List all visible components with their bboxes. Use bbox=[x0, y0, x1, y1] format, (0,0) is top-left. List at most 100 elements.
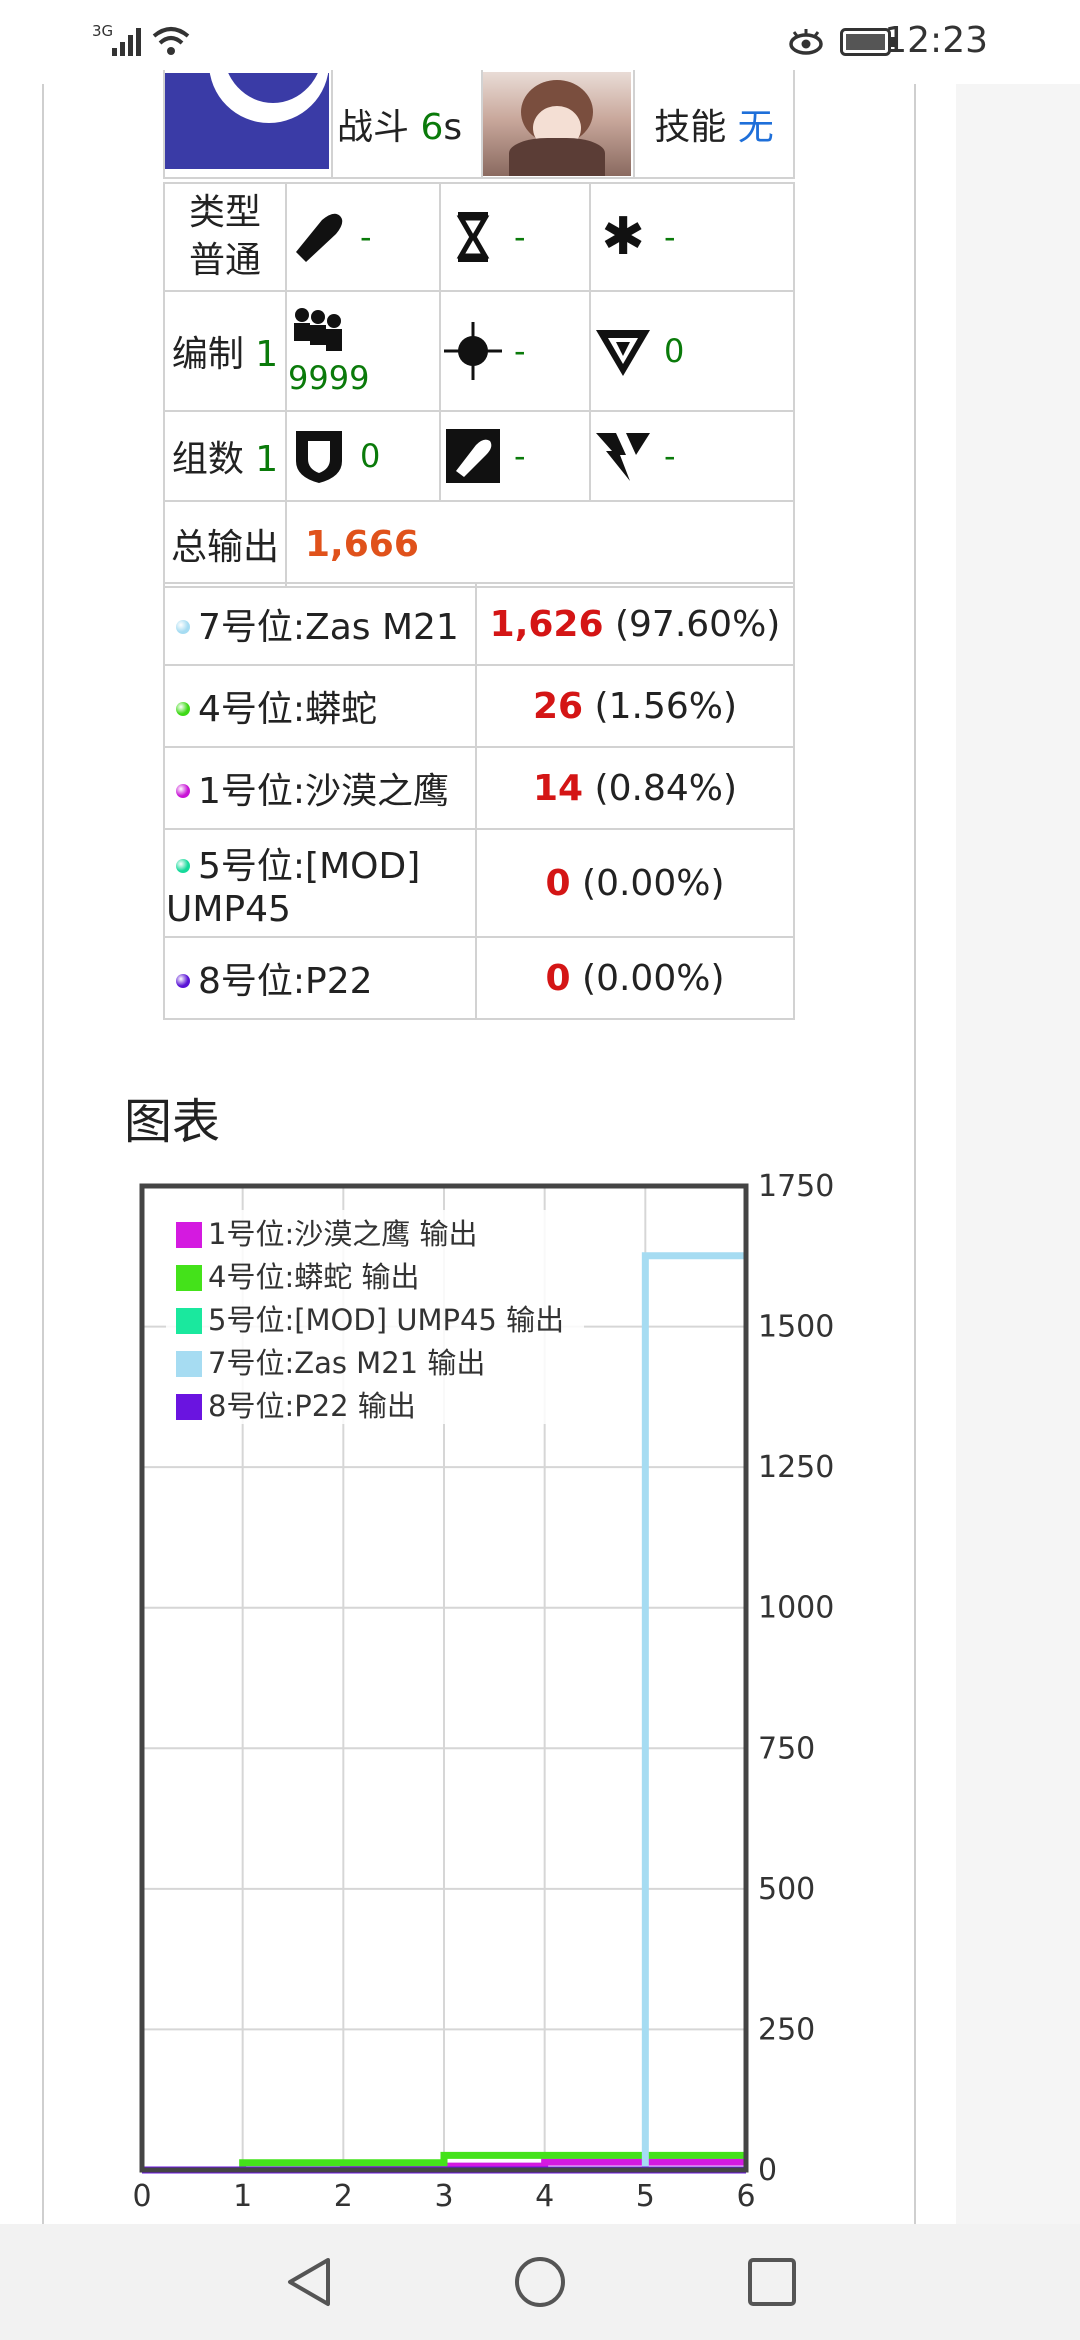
ranking-value: 0 bbox=[545, 862, 571, 904]
stat-cell: - bbox=[285, 182, 441, 292]
legend-swatch bbox=[176, 1394, 202, 1420]
ranking-label-cell: 4号位:蟒蛇 bbox=[163, 664, 477, 748]
battle-time: 战斗 6s bbox=[331, 70, 483, 179]
character-portrait bbox=[483, 71, 631, 176]
dodge-icon bbox=[592, 320, 654, 382]
x-tick-label: 6 bbox=[736, 2179, 755, 2210]
page-gutter bbox=[956, 84, 1080, 2224]
total-output-value: 1,666 bbox=[285, 500, 795, 588]
ranking-row: 7号位:Zas M21 1,626 (97.60%) bbox=[163, 582, 795, 666]
hourglass-icon bbox=[442, 206, 504, 268]
ranking-value-cell: 0 (0.00%) bbox=[475, 828, 795, 938]
legend-label: 5号位:[MOD] UMP45 输出 bbox=[208, 1303, 564, 1337]
legend-swatch bbox=[176, 1222, 202, 1248]
y-tick-label: 1500 bbox=[758, 1310, 834, 1345]
page-border-left bbox=[42, 84, 44, 2224]
page-border-right bbox=[914, 84, 916, 2224]
stat-cell: - bbox=[439, 410, 591, 502]
enemy-portrait bbox=[165, 72, 329, 169]
x-tick-label: 0 bbox=[132, 2179, 151, 2210]
x-tick-label: 5 bbox=[636, 2179, 655, 2210]
ranking-row: 1号位:沙漠之鹰 14 (0.84%) bbox=[163, 746, 795, 830]
y-tick-label: 750 bbox=[758, 1731, 815, 1766]
crosshair-icon bbox=[442, 320, 504, 382]
groups-cell: 组数 1 bbox=[163, 410, 287, 502]
pierce-icon bbox=[442, 425, 504, 487]
home-button[interactable] bbox=[512, 2254, 568, 2310]
ranking-value: 1,626 bbox=[489, 603, 604, 645]
wifi-icon bbox=[152, 27, 190, 55]
legend-label: 7号位:Zas M21 输出 bbox=[208, 1346, 485, 1380]
recents-button[interactable] bbox=[744, 2254, 800, 2310]
series-color-dot bbox=[176, 974, 190, 988]
navigation-bar bbox=[0, 2224, 1080, 2340]
stat-cell: 0 bbox=[285, 410, 441, 502]
plot-border bbox=[139, 1183, 749, 2173]
legend-label: 4号位:蟒蛇 输出 bbox=[208, 1260, 419, 1294]
squad-icon bbox=[288, 305, 350, 355]
stats-grid: 类型 普通 - - ✱ - 编制 1 9999 bbox=[163, 182, 795, 588]
ranking-percent: (0.84%) bbox=[594, 767, 737, 809]
ranking-label: 5号位:[MOD] UMP45 bbox=[166, 845, 421, 930]
ranking-value: 0 bbox=[545, 957, 571, 999]
crit-icon bbox=[592, 425, 654, 487]
stat-cell: 9999 bbox=[285, 290, 441, 412]
x-tick-label: 3 bbox=[434, 2179, 453, 2210]
stat-cell: - bbox=[589, 410, 795, 502]
ranking-value-cell: 1,626 (97.60%) bbox=[475, 582, 795, 666]
signal-icon bbox=[112, 28, 141, 56]
y-tick-label: 1000 bbox=[758, 1591, 834, 1626]
stat-cell: - bbox=[439, 182, 591, 292]
status-bar: 3G 12:23 bbox=[0, 0, 1080, 84]
asterisk-icon: ✱ bbox=[601, 207, 645, 267]
back-button[interactable] bbox=[282, 2254, 338, 2310]
skill-info: 技能 无 bbox=[633, 70, 795, 179]
y-tick-label: 250 bbox=[758, 2012, 815, 2047]
armor-icon bbox=[288, 425, 350, 487]
ranking-label: 4号位:蟒蛇 bbox=[198, 689, 378, 730]
output-chart: 0 250 500 750 1000 1250 1500 1750 0 1 2 3 4 5 6 1号位:沙漠之… bbox=[132, 1170, 834, 2210]
series-color-dot bbox=[176, 702, 190, 716]
legend-swatch bbox=[176, 1351, 202, 1377]
legend-background bbox=[166, 1210, 584, 1424]
series-color-dot bbox=[176, 620, 190, 634]
ranking-label: 8号位:P22 bbox=[198, 961, 373, 1002]
ranking-label: 7号位:Zas M21 bbox=[198, 607, 459, 648]
ranking-label-cell: 7号位:Zas M21 bbox=[163, 582, 477, 666]
type-cell: 类型 普通 bbox=[163, 182, 287, 292]
x-tick-label: 2 bbox=[334, 2179, 353, 2210]
legend-label: 8号位:P22 输出 bbox=[208, 1389, 416, 1423]
clock: 12:23 bbox=[884, 20, 988, 61]
battle-info-table: 战斗 6s 技能 无 bbox=[163, 70, 795, 179]
y-tick-label: 500 bbox=[758, 1872, 815, 1907]
ranking-label: 1号位:沙漠之鹰 bbox=[198, 771, 450, 812]
x-tick-label: 1 bbox=[233, 2179, 252, 2210]
legend-label: 1号位:沙漠之鹰 输出 bbox=[208, 1217, 477, 1251]
ranking-row: 5号位:[MOD] UMP45 0 (0.00%) bbox=[163, 828, 795, 938]
legend-swatch bbox=[176, 1265, 202, 1291]
ranking-label-cell: 1号位:沙漠之鹰 bbox=[163, 746, 477, 830]
series-color-dot bbox=[176, 784, 190, 798]
y-tick-label: 1250 bbox=[758, 1450, 834, 1485]
total-output-label: 总输出 bbox=[163, 500, 287, 588]
formation-cell: 编制 1 bbox=[163, 290, 287, 412]
ranking-row: 8号位:P22 0 (0.00%) bbox=[163, 936, 795, 1020]
ranking-label-cell: 8号位:P22 bbox=[163, 936, 477, 1020]
stat-cell: 0 bbox=[589, 290, 795, 412]
ranking-value: 14 bbox=[532, 767, 584, 809]
stat-cell: ✱ - bbox=[589, 182, 795, 292]
ranking-percent: (97.60%) bbox=[614, 603, 781, 645]
battery-icon bbox=[840, 28, 896, 56]
legend-swatch bbox=[176, 1308, 202, 1334]
ranking-value-cell: 14 (0.84%) bbox=[475, 746, 795, 830]
x-tick-label: 4 bbox=[535, 2179, 554, 2210]
stat-cell: - bbox=[439, 290, 591, 412]
ranking-label-cell: 5号位:[MOD] UMP45 bbox=[163, 828, 477, 938]
ranking-value-cell: 0 (0.00%) bbox=[475, 936, 795, 1020]
section-title: 图表 bbox=[124, 1094, 221, 1150]
ranking-percent: (0.00%) bbox=[582, 957, 725, 999]
eye-comfort-icon bbox=[789, 29, 823, 55]
y-tick-label: 0 bbox=[758, 2153, 777, 2188]
ranking-value-cell: 26 (1.56%) bbox=[475, 664, 795, 748]
ranking-row: 4号位:蟒蛇 26 (1.56%) bbox=[163, 664, 795, 748]
